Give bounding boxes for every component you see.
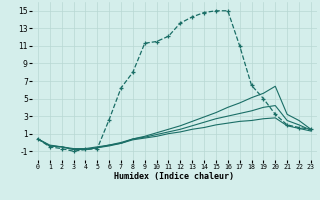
X-axis label: Humidex (Indice chaleur): Humidex (Indice chaleur) (115, 172, 234, 181)
